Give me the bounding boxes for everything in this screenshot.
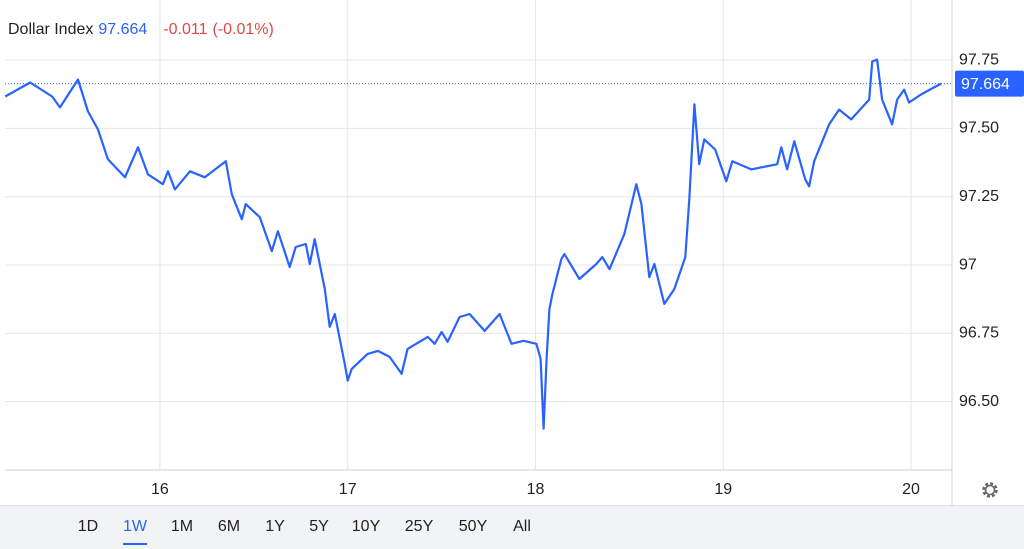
range-button[interactable]: 1D	[77, 518, 99, 535]
y-tick-label: 97.75	[959, 51, 999, 68]
range-bar: 1D 1W 1M 6M 1Y 5Y 10Y 25Y 50Y All	[0, 505, 1024, 549]
price-badge-label: 97.664	[961, 76, 1010, 93]
range-button[interactable]: 25Y	[404, 518, 434, 535]
change-percent: (-0.01%)	[213, 21, 274, 38]
range-button[interactable]: 1M	[170, 518, 194, 535]
price-line	[4, 58, 942, 430]
x-tick-label: 20	[902, 481, 920, 498]
x-tick-label: 19	[714, 481, 732, 498]
range-button[interactable]: 1W	[123, 518, 147, 545]
range-button[interactable]: 10Y	[351, 518, 381, 535]
y-tick-label: 97.50	[959, 120, 999, 137]
y-tick-label: 97.25	[959, 188, 999, 205]
x-tick-label: 18	[527, 481, 545, 498]
price-badge	[955, 70, 1024, 97]
range-button[interactable]: 6M	[217, 518, 241, 535]
range-button[interactable]: 5Y	[309, 518, 329, 535]
x-tick-label: 17	[339, 481, 357, 498]
y-tick-label: 96.50	[959, 393, 999, 410]
settings-icon[interactable]	[982, 482, 998, 498]
y-tick-label: 97	[959, 256, 977, 273]
chart-title: Dollar Index	[8, 21, 93, 38]
change: -0.011	[163, 21, 207, 38]
x-tick-label: 16	[151, 481, 169, 498]
y-tick-label: 96.75	[959, 325, 999, 342]
chart: Dollar Index 97.664 -0.011 (-0.01%) 96.5…	[4, 0, 1024, 505]
range-button[interactable]: All	[513, 518, 531, 535]
range-button[interactable]: 1Y	[265, 518, 285, 535]
price: 97.664	[98, 21, 147, 38]
range-button[interactable]: 50Y	[458, 518, 488, 535]
